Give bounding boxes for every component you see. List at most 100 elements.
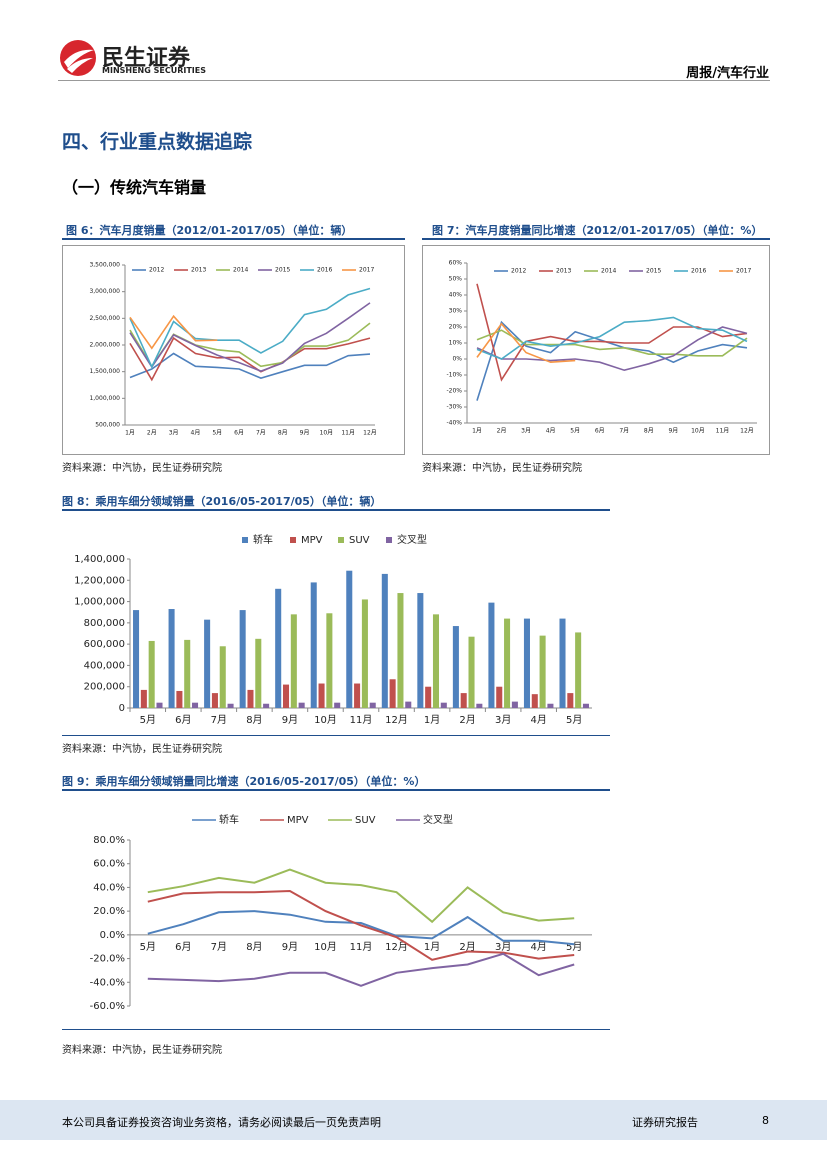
bar bbox=[156, 702, 163, 708]
x-tick-label: 8月 bbox=[644, 428, 654, 435]
legend-swatch bbox=[290, 537, 296, 543]
y-tick-label: 20.0% bbox=[93, 906, 125, 917]
legend-label: SUV bbox=[349, 535, 370, 546]
y-tick-label: -10% bbox=[446, 372, 462, 379]
x-tick-label: 4月 bbox=[531, 714, 547, 726]
x-tick-label: 4月 bbox=[531, 941, 547, 953]
y-tick-label: 1,200,000 bbox=[74, 575, 125, 586]
chart: -40% -30% -20% -10% 0% 10% 20% 30% 40% 50% 60% 1月 2月… bbox=[422, 245, 770, 455]
footer-disclaimer: 本公司具备证券投资咨询业务资格，请务必阅读最后一页免责声明 bbox=[62, 1116, 381, 1129]
series-line bbox=[129, 302, 371, 372]
x-tick-label: 5月 bbox=[566, 941, 582, 953]
series-line bbox=[147, 868, 575, 924]
bar bbox=[318, 683, 325, 708]
legend-label: 2012 bbox=[511, 268, 526, 275]
figure-title: 图 7：汽车月度销量同比增速（2012/01-2017/05）（单位：%） bbox=[432, 224, 763, 237]
x-tick-label: 1月 bbox=[125, 430, 135, 437]
x-tick-label: 3月 bbox=[521, 428, 531, 435]
y-tick-label: -40.0% bbox=[90, 977, 125, 988]
bar bbox=[275, 588, 282, 708]
series-line bbox=[129, 287, 371, 369]
legend-label: MPV bbox=[287, 815, 309, 826]
bar bbox=[389, 679, 396, 708]
legend-label: 2012 bbox=[149, 267, 164, 274]
bar bbox=[204, 619, 211, 708]
x-tick-label: 2月 bbox=[459, 941, 475, 953]
bar bbox=[539, 635, 546, 708]
x-tick-label: 11月 bbox=[350, 714, 373, 726]
bar bbox=[219, 646, 226, 708]
bar bbox=[255, 638, 262, 708]
x-tick-label: 2月 bbox=[147, 430, 157, 437]
x-tick-label: 3月 bbox=[169, 430, 179, 437]
legend-swatch bbox=[386, 537, 392, 543]
legend-swatch bbox=[338, 537, 344, 543]
source: 资料来源：中汽协，民生证券研究院 bbox=[422, 463, 582, 474]
y-tick-label: -40% bbox=[446, 420, 462, 427]
x-tick-label: 7月 bbox=[619, 428, 629, 435]
bar bbox=[460, 693, 467, 708]
x-tick-label: 1月 bbox=[424, 714, 440, 726]
bar bbox=[227, 703, 234, 708]
x-tick-label: 2月 bbox=[497, 428, 507, 435]
page-number: 8 bbox=[762, 1114, 769, 1127]
bar bbox=[176, 690, 183, 708]
y-tick-label: -30% bbox=[446, 404, 462, 411]
x-tick-label: 12月 bbox=[385, 714, 408, 726]
y-tick-label: 2,500,000 bbox=[89, 315, 120, 322]
series-line bbox=[147, 889, 575, 961]
series-line bbox=[129, 352, 371, 379]
y-tick-label: 50% bbox=[449, 276, 463, 283]
y-tick-label: 500,000 bbox=[95, 422, 120, 429]
legend-label: 2017 bbox=[359, 267, 374, 274]
x-tick-label: 11月 bbox=[716, 428, 730, 435]
legend-label: 轿车 bbox=[219, 813, 239, 826]
bar bbox=[361, 599, 368, 708]
series-line bbox=[476, 326, 748, 372]
bar bbox=[184, 639, 191, 708]
y-tick-label: 800,000 bbox=[84, 618, 125, 629]
y-tick-label: 1,000,000 bbox=[74, 597, 125, 608]
y-tick-label: 40% bbox=[449, 292, 463, 299]
x-tick-label: 3月 bbox=[495, 941, 511, 953]
bar bbox=[310, 582, 317, 708]
bar bbox=[346, 570, 353, 708]
bottom-rule bbox=[62, 735, 610, 736]
x-tick-label: 9月 bbox=[668, 428, 678, 435]
report-type: 周报/汽车行业 bbox=[686, 66, 769, 81]
y-tick-label: -20% bbox=[446, 388, 462, 395]
bar bbox=[211, 693, 218, 708]
bar bbox=[468, 636, 475, 708]
chart: -60.0% -40.0% -20.0% 0.0% 20.0% 40.0% 60.0% 80.… bbox=[90, 813, 592, 1012]
x-tick-label: 11月 bbox=[341, 430, 355, 437]
bar bbox=[247, 689, 254, 708]
bar bbox=[290, 614, 297, 708]
bar bbox=[369, 702, 376, 708]
y-tick-label: 60.0% bbox=[93, 859, 125, 870]
bar bbox=[381, 573, 388, 708]
legend-label: 交叉型 bbox=[423, 813, 453, 826]
x-tick-label: 12月 bbox=[740, 428, 754, 435]
x-tick-label: 5月 bbox=[570, 428, 580, 435]
x-tick-label: 8月 bbox=[246, 941, 262, 953]
legend-label: 2016 bbox=[691, 268, 706, 275]
bar bbox=[239, 610, 246, 708]
y-tick-label: 2,000,000 bbox=[89, 342, 120, 349]
y-tick-label: 1,000,000 bbox=[89, 395, 120, 402]
chart: 0 200,000 400,000 600,000 800,000 1,000,000 1,… bbox=[74, 533, 592, 726]
x-tick-label: 11月 bbox=[350, 941, 373, 953]
source: 资料来源：中汽协，民生证券研究院 bbox=[62, 1045, 222, 1056]
y-tick-label: 0.0% bbox=[100, 930, 125, 941]
legend-label: 2016 bbox=[317, 267, 332, 274]
footer-label: 证券研究报告 bbox=[632, 1116, 698, 1129]
x-tick-label: 10月 bbox=[691, 428, 705, 435]
x-tick-label: 9月 bbox=[282, 714, 298, 726]
legend-label: 2015 bbox=[275, 267, 290, 274]
logo-icon bbox=[60, 40, 96, 76]
y-tick-label: 80.0% bbox=[93, 835, 125, 846]
bar bbox=[140, 689, 147, 708]
header-rule bbox=[58, 80, 770, 81]
x-tick-label: 3月 bbox=[495, 714, 511, 726]
bar bbox=[298, 702, 305, 708]
